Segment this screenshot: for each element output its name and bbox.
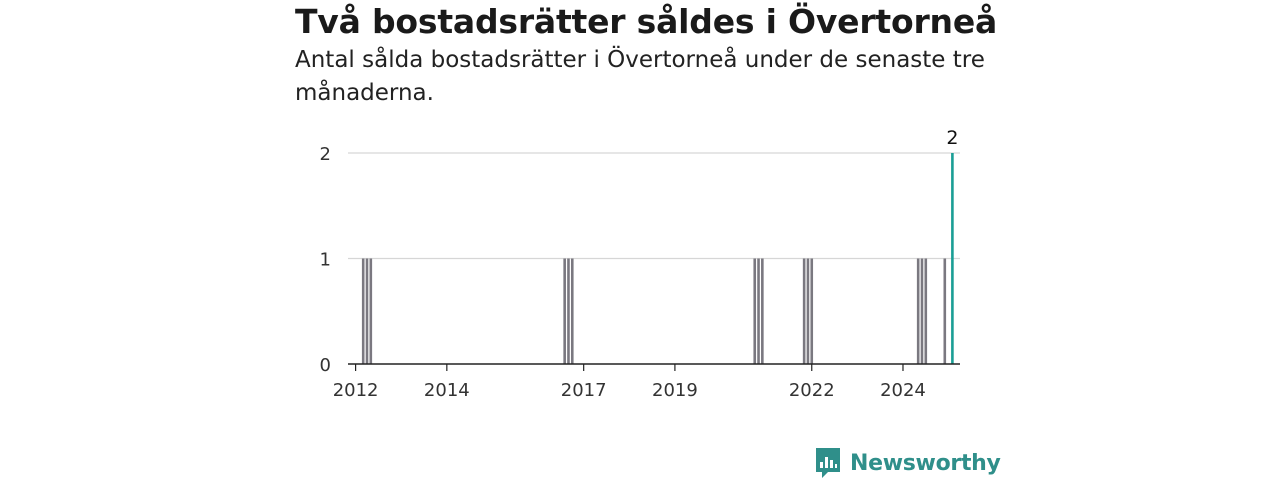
bar (369, 258, 373, 364)
bar (753, 258, 757, 364)
bar (802, 258, 806, 364)
x-tick-label: 2014 (424, 380, 470, 401)
bar (563, 258, 566, 364)
bar (806, 258, 810, 364)
bar (810, 258, 814, 364)
y-tick-label: 0 (320, 355, 331, 376)
bar (916, 258, 920, 364)
y-tick-label: 2 (320, 144, 331, 165)
x-tick-label: 2019 (652, 380, 698, 401)
bar (570, 258, 574, 364)
newsworthy-logo-icon (816, 448, 840, 478)
newsworthy-brand: Newsworthy (814, 446, 1001, 480)
latest-value-label: 2 (946, 127, 958, 149)
bar-latest (951, 153, 954, 364)
x-tick-label: 2022 (789, 380, 835, 401)
x-tick-label: 2024 (880, 380, 926, 401)
x-tick-label: 2017 (561, 380, 607, 401)
chart-title: Två bostadsrätter såldes i Övertorneå (295, 2, 998, 41)
x-tick-label: 2012 (333, 380, 379, 401)
axes (348, 363, 960, 371)
bar (924, 258, 928, 364)
chart-subtitle: Antal sålda bostadsrätter i Övertorneå u… (295, 47, 985, 106)
y-tick-label: 1 (320, 250, 331, 271)
bar (567, 258, 570, 364)
brand-name: Newsworthy (850, 450, 1001, 476)
bar (757, 258, 760, 364)
bar (361, 258, 365, 364)
bar (920, 258, 924, 364)
bars (361, 153, 954, 364)
labels: 0 1 2 2012 2014 2017 2019 2022 2024 2 (320, 127, 959, 401)
bar (943, 258, 947, 364)
bar (365, 258, 369, 364)
gridlines (348, 152, 960, 260)
bar (761, 258, 764, 364)
